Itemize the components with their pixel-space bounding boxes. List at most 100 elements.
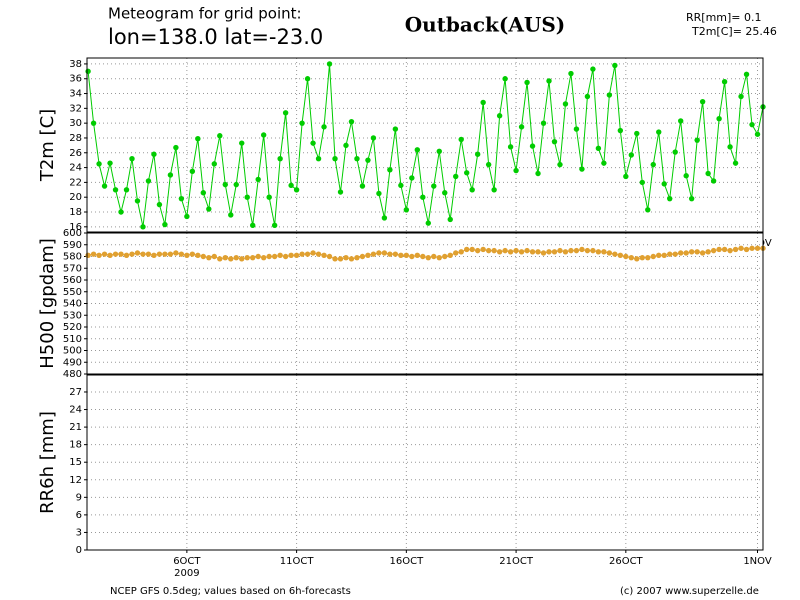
data-point — [293, 252, 300, 259]
data-point — [260, 132, 267, 138]
header-line2: lon=138.0 lat=-23.0 — [108, 25, 323, 49]
y-tick-label: 32 — [69, 103, 82, 114]
data-point — [271, 253, 278, 260]
data-point — [710, 247, 717, 254]
data-point — [606, 250, 613, 256]
data-point — [250, 254, 256, 261]
data-point — [546, 249, 552, 255]
y-tick-label: 16 — [69, 222, 82, 233]
data-point — [623, 173, 629, 180]
data-point — [425, 254, 431, 261]
data-point — [612, 62, 618, 69]
data-point — [546, 78, 552, 84]
data-point — [387, 251, 393, 257]
y-tick-label: 580 — [63, 252, 82, 263]
data-point — [683, 250, 689, 256]
data-point — [304, 76, 311, 82]
data-point — [315, 251, 322, 257]
y-tick-label: 500 — [63, 346, 82, 357]
data-point — [173, 250, 179, 256]
data-point — [584, 247, 591, 254]
place-title: Outback(AUS) — [405, 13, 566, 37]
data-point — [381, 250, 388, 256]
data-point — [518, 249, 525, 255]
data-point — [112, 187, 119, 193]
data-point — [601, 249, 607, 255]
data-point — [639, 254, 645, 261]
data-point — [315, 155, 322, 162]
data-point — [403, 252, 410, 259]
data-point — [266, 194, 272, 200]
data-point — [447, 216, 453, 223]
data-point — [90, 120, 97, 126]
data-point — [90, 251, 97, 257]
data-point — [96, 252, 102, 259]
x-tick-label: 16OCT — [390, 556, 425, 567]
data-point — [134, 250, 141, 256]
data-point — [304, 251, 311, 257]
series-line — [87, 247, 763, 260]
y-tick-label: 490 — [63, 357, 82, 368]
footer-left: NCEP GFS 0.5deg; values based on 6h-fore… — [110, 586, 351, 597]
data-point — [239, 256, 245, 262]
data-point — [217, 133, 223, 139]
data-point — [255, 176, 261, 183]
data-point — [672, 251, 678, 257]
y-tick-label: 24 — [69, 405, 82, 416]
data-point — [123, 187, 130, 193]
data-point — [332, 155, 338, 162]
data-point — [425, 220, 431, 226]
data-point — [228, 256, 234, 262]
plot-area — [87, 375, 763, 550]
data-point — [293, 187, 300, 193]
data-point — [677, 250, 684, 256]
data-point — [447, 252, 453, 259]
y-tick-label: 480 — [63, 369, 82, 380]
data-point — [743, 71, 750, 77]
data-point — [529, 249, 536, 255]
data-point — [85, 68, 91, 75]
data-point — [282, 110, 289, 116]
y-tick-label: 12 — [69, 475, 82, 486]
data-point — [409, 253, 415, 260]
y-tick-label: 510 — [63, 334, 82, 345]
data-point — [595, 249, 602, 255]
data-point — [310, 140, 316, 146]
y-tick-label: 590 — [63, 240, 82, 251]
data-point — [727, 144, 733, 150]
plot-area — [87, 58, 763, 232]
y-axis-label: RR6h [mm] — [37, 411, 58, 514]
data-point — [688, 249, 695, 255]
data-point — [540, 120, 547, 126]
data-point — [431, 183, 437, 189]
data-point — [178, 251, 185, 257]
footer-right: (c) 2007 www.superzelle.de — [620, 586, 759, 597]
data-point — [634, 256, 640, 262]
data-point — [705, 170, 711, 177]
data-point — [579, 246, 585, 253]
y-tick-label: 22 — [69, 177, 82, 188]
data-point — [178, 195, 185, 202]
data-point — [398, 182, 404, 189]
data-point — [661, 181, 667, 187]
data-point — [392, 251, 399, 257]
plot-frame — [86, 57, 764, 233]
y-tick-label: 21 — [69, 422, 82, 433]
data-point — [206, 254, 212, 261]
data-point — [469, 187, 475, 193]
data-point — [645, 207, 651, 213]
data-point — [612, 251, 618, 257]
y-tick-label: 570 — [63, 263, 82, 274]
data-point — [337, 189, 344, 195]
data-point — [250, 222, 256, 229]
data-point — [650, 253, 656, 260]
data-point — [496, 113, 503, 119]
data-point — [184, 252, 190, 259]
data-point — [392, 126, 399, 132]
data-point — [255, 253, 261, 260]
data-point — [123, 252, 130, 259]
data-point — [151, 252, 157, 259]
data-point — [145, 178, 152, 184]
data-point — [716, 246, 722, 253]
